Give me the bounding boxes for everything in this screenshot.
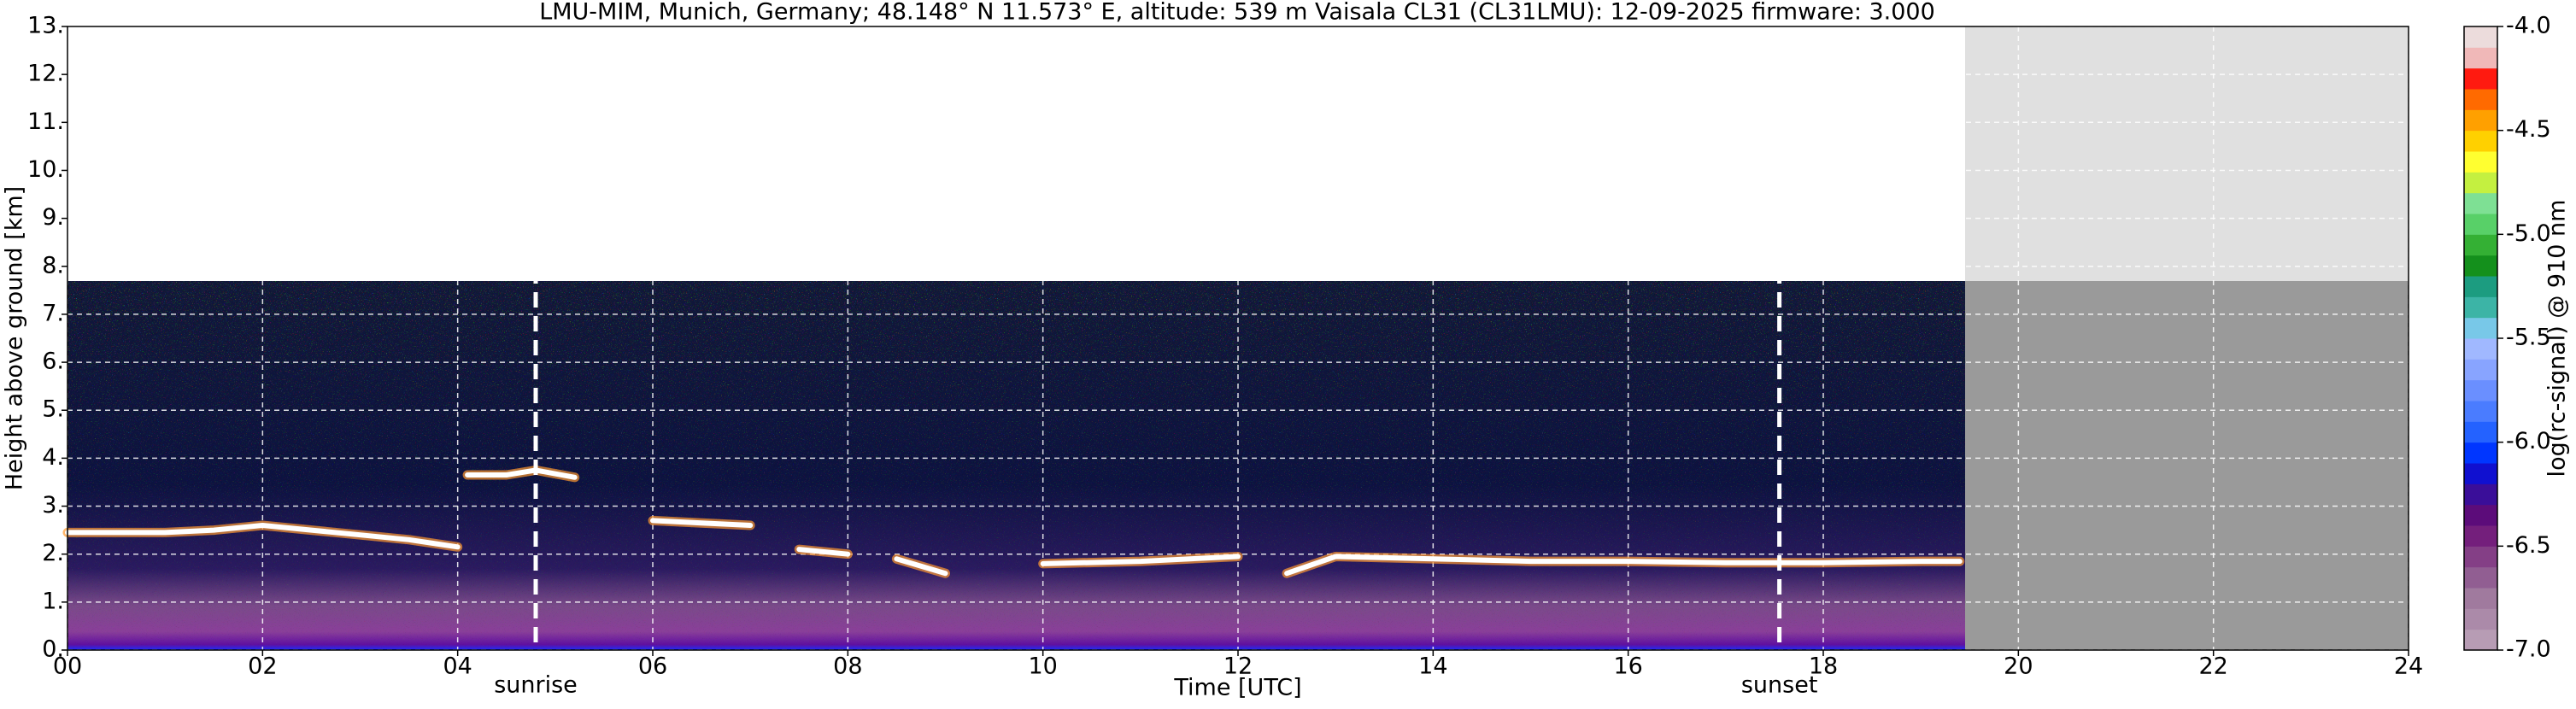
y-tick-label: 8. [42, 252, 64, 278]
colorbar-level [2464, 255, 2497, 277]
colorbar-level [2464, 359, 2497, 381]
x-tick-label: 12 [1223, 653, 1253, 680]
colorbar-level [2464, 483, 2497, 506]
colorbar-level [2464, 566, 2497, 589]
y-tick-label: 2. [42, 540, 64, 566]
x-axis-label: Time [UTC] [1173, 675, 1301, 701]
colorbar-level [2464, 234, 2497, 256]
x-tick-label: 22 [2198, 653, 2227, 680]
x-tick-label: 16 [1613, 653, 1642, 680]
colorbar-tick-label: -6.0 [2506, 428, 2551, 454]
grid [67, 26, 2409, 651]
x-tick-label: 18 [1809, 653, 1838, 680]
colorbar-level [2464, 421, 2497, 443]
colorbar: -7.0 -6.5 -6.0 -5.5 -5.0 -4.5 -4.0 [2463, 13, 2551, 663]
y-tick-label: 11. [27, 108, 64, 135]
y-tick-label: 1. [42, 588, 64, 614]
x-tick-label: 14 [1418, 653, 1447, 680]
colorbar-level [2464, 89, 2497, 110]
backscatter-field [67, 281, 1965, 650]
colorbar-level [2464, 109, 2497, 132]
x-tick-label: 06 [638, 653, 667, 680]
y-tick-label: 4. [42, 444, 64, 471]
y-tick-label: 9. [42, 204, 64, 231]
colorbar-level [2464, 172, 2497, 194]
colorbar-tick-label: -5.5 [2506, 325, 2551, 351]
cloud-layer [65, 467, 1963, 577]
y-tick-label: 10. [27, 156, 64, 183]
x-tick-label: 24 [2394, 653, 2423, 680]
colorbar-level [2464, 608, 2497, 630]
colorbar-tick-label: -4.5 [2506, 116, 2551, 143]
colorbar-level [2464, 401, 2497, 422]
colorbar-level [2464, 442, 2497, 464]
colorbar-level [2464, 525, 2497, 547]
colorbar-level [2464, 67, 2497, 90]
colorbar-tick-label: -4.0 [2506, 13, 2551, 39]
colorbar-label: log(rc-signal) @ 910 nm [2544, 200, 2571, 478]
x-tick-label: 08 [833, 653, 862, 680]
y-tick-label: 7. [42, 300, 64, 326]
y-tick-label: 13. [27, 13, 64, 39]
colorbar-level [2464, 276, 2497, 297]
chart-title: LMU-MIM, Munich, Germany; 48.148° N 11.5… [539, 0, 1935, 26]
colorbar-level [2464, 463, 2497, 484]
colorbar-level [2464, 317, 2497, 339]
y-tick-label: 12. [27, 61, 64, 87]
colorbar-tick-label: -7.0 [2506, 636, 2551, 663]
colorbar-level [2464, 629, 2497, 651]
colorbar-tick-label: -5.0 [2506, 220, 2551, 247]
colorbar-level [2464, 296, 2497, 319]
colorbar-level [2464, 130, 2497, 152]
colorbar-tick-label: -6.5 [2506, 532, 2551, 559]
marks [62, 268, 1965, 650]
x-tick-label: 10 [1028, 653, 1057, 680]
colorbar-level [2464, 379, 2497, 401]
colorbar-level [2464, 214, 2497, 235]
sun-event-label: sunset [1741, 672, 1818, 699]
colorbar-level [2464, 151, 2497, 173]
x-tick-label: 02 [248, 653, 277, 680]
colorbar-level [2464, 588, 2497, 609]
y-tick-label: 3. [42, 492, 64, 519]
colorbar-level [2464, 47, 2497, 69]
colorbar-level [2464, 26, 2497, 48]
x-tick-label: 00 [53, 653, 82, 680]
x-tick-label: 20 [2004, 653, 2033, 680]
colorbar-level [2464, 192, 2497, 214]
y-axis-label: Height above ground [km] [2, 186, 28, 490]
colorbar-level [2464, 338, 2497, 360]
colorbar-level [2464, 546, 2497, 568]
sun-event-label: sunrise [494, 672, 578, 699]
y-tick-label: 5. [42, 396, 64, 423]
no-data-lower [1965, 281, 2409, 650]
no-data-upper [1965, 26, 2409, 281]
y-tick-label: 0. [42, 636, 64, 663]
x-tick-label: 04 [443, 653, 472, 680]
colorbar-level [2464, 504, 2497, 526]
y-tick-label: 6. [42, 349, 64, 375]
